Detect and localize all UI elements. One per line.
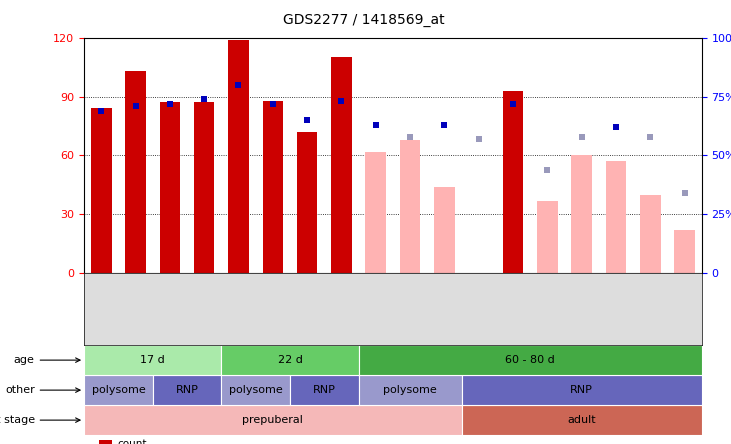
Bar (84, 345, 221, 375)
Bar (290, 375, 359, 405)
Text: RNP: RNP (313, 385, 336, 395)
Bar (91, 108, 112, 273)
Text: 60 - 80 d: 60 - 80 d (505, 355, 555, 365)
Text: RNP: RNP (175, 385, 198, 395)
Bar (221, 345, 359, 375)
Bar (366, 151, 386, 273)
Bar (125, 71, 145, 273)
Text: RNP: RNP (570, 385, 593, 395)
Text: GDS2277 / 1418569_at: GDS2277 / 1418569_at (283, 12, 444, 27)
Text: 17 d: 17 d (140, 355, 165, 365)
Text: polysome: polysome (383, 385, 437, 395)
Text: polysome: polysome (91, 385, 145, 395)
Bar (572, 155, 592, 273)
Bar (537, 201, 558, 273)
Bar (606, 161, 626, 273)
Bar (461, 405, 702, 435)
Bar (674, 230, 695, 273)
Text: prepuberal: prepuberal (243, 415, 303, 425)
Bar (640, 194, 661, 273)
Bar (400, 140, 420, 273)
Bar (221, 375, 290, 405)
Text: count: count (118, 439, 147, 444)
Bar (503, 91, 523, 273)
Text: adult: adult (567, 415, 596, 425)
Text: development stage: development stage (0, 415, 80, 425)
Bar (194, 103, 214, 273)
Bar (331, 57, 352, 273)
Bar (159, 103, 180, 273)
Bar (434, 187, 455, 273)
Bar (461, 375, 702, 405)
Text: age: age (14, 355, 80, 365)
Bar (84, 405, 461, 435)
Text: other: other (5, 385, 80, 395)
Bar (359, 375, 461, 405)
Bar (262, 100, 283, 273)
Bar (228, 40, 249, 273)
Text: 22 d: 22 d (278, 355, 303, 365)
Bar (297, 132, 317, 273)
Text: polysome: polysome (229, 385, 282, 395)
Bar (153, 375, 221, 405)
Bar (359, 345, 702, 375)
Bar (84, 375, 153, 405)
